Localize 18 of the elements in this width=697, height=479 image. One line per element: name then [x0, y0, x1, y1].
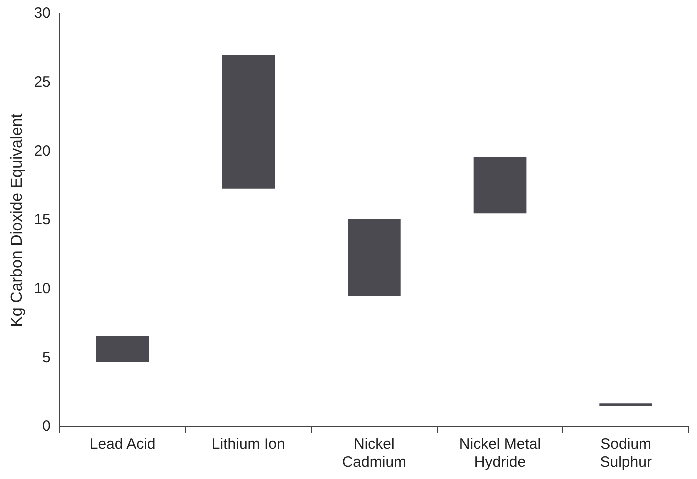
y-tick-label: 30 — [34, 5, 51, 22]
y-tick-label: 20 — [34, 142, 51, 160]
bar — [96, 336, 150, 362]
y-axis-title: Kg Carbon Dioxide Equivalent — [9, 113, 26, 328]
y-tick-label: 25 — [34, 74, 51, 91]
x-tick-label: Lithium Ion — [212, 436, 286, 454]
y-tick-label: 15 — [34, 212, 51, 229]
y-tick-label: 10 — [34, 280, 51, 298]
y-tick-label: 0 — [42, 418, 51, 436]
x-tick-label: Lead Acid — [90, 436, 156, 454]
bar — [222, 55, 276, 189]
x-tick-label: Sodium Sulphur — [600, 436, 652, 472]
x-tick-label: Nickel Metal Hydride — [459, 436, 542, 472]
bar — [348, 219, 401, 296]
x-tick-label: Nickel Cadmium — [342, 436, 407, 472]
y-tick-label: 5 — [42, 349, 51, 366]
bar — [474, 157, 527, 214]
bar — [600, 404, 653, 406]
